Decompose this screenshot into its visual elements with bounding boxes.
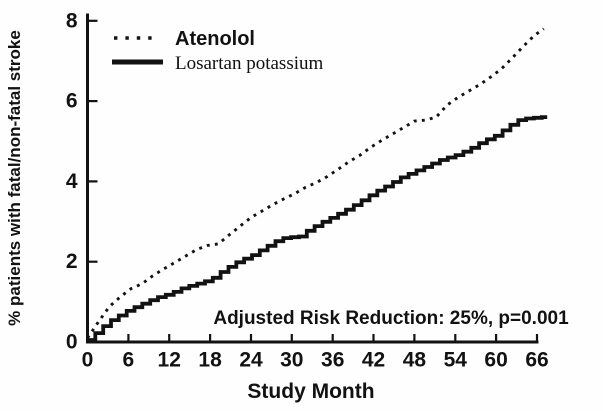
y-tick-label: 6 — [66, 90, 78, 113]
annotation-text: Adjusted Risk Reduction: 25%, p=0.001 — [213, 308, 569, 329]
y-tick-label: 8 — [66, 9, 78, 32]
x-tick-label: 6 — [123, 348, 135, 371]
y-axis-label: % patients with fatal/non-fatal stroke — [5, 30, 24, 326]
x-tick-label: 12 — [158, 348, 181, 371]
x-tick-label: 42 — [362, 348, 385, 371]
x-tick-label: 18 — [198, 348, 222, 371]
legend-label-losartan: Losartan potassium — [175, 53, 324, 74]
x-axis-label: Study Month — [247, 380, 374, 403]
x-tick-label: 24 — [239, 348, 263, 371]
curves-layer — [86, 27, 548, 342]
legend: Atenolol Losartan potassium — [112, 28, 324, 74]
losartan-potassium-curve — [87, 115, 548, 342]
x-tick-label: 66 — [525, 348, 548, 371]
y-tick-label: 0 — [66, 331, 78, 354]
x-tick-label: 48 — [403, 348, 427, 371]
y-tick-label: 2 — [66, 250, 78, 273]
x-tick-label: 30 — [280, 348, 303, 371]
x-tick-label: 60 — [484, 348, 507, 371]
y-tick-label: 4 — [66, 170, 78, 193]
legend-label-atenolol: Atenolol — [175, 28, 255, 50]
x-tick-label: 36 — [321, 348, 344, 371]
x-tick-label: 54 — [444, 348, 468, 371]
atenolol-curve — [86, 27, 545, 339]
x-tick-label: 0 — [82, 348, 94, 371]
